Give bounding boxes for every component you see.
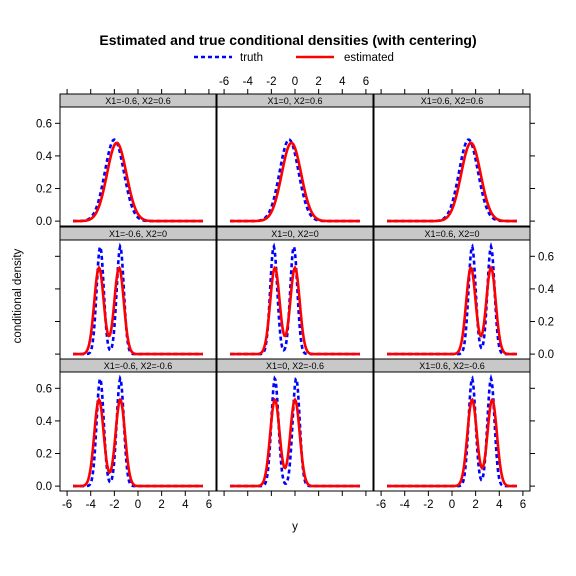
- panel-strip-label: X1=-0.6, X2=-0.6: [104, 361, 173, 371]
- x-tick-label-top: 2: [315, 76, 321, 88]
- panel-strip-label: X1=0, X2=0: [271, 229, 319, 239]
- x-tick-label-bottom: 2: [472, 499, 478, 511]
- panel-strip-label: X1=-0.6, X2=0.6: [105, 96, 171, 106]
- x-tick-label-bottom: -4: [400, 499, 411, 511]
- y-tick-label-left: 0.2: [36, 449, 52, 461]
- estimated-density-line: [230, 141, 360, 223]
- y-tick-label-left: 0.6: [36, 118, 52, 130]
- panel-border: [373, 239, 531, 360]
- panel-2: X1=0, X2=0.6 -6 -4 -2 0 2 4 6: [216, 76, 374, 227]
- panel-strip-label: X1=0.6, X2=-0.6: [419, 361, 485, 371]
- x-tick-label-bottom: -2: [423, 499, 433, 511]
- panel-strip-label: X1=0.6, X2=0.6: [421, 96, 484, 106]
- x-tick-label-top: -4: [243, 76, 254, 88]
- x-tick-label-bottom: 0: [449, 499, 455, 511]
- x-tick-label-bottom: -2: [109, 499, 119, 511]
- y-tick-label-left: 0.6: [36, 383, 52, 395]
- panel-strip-label: X1=0, X2=-0.6: [266, 361, 324, 371]
- estimated-density-line: [387, 265, 517, 356]
- truth-density-line: [73, 374, 203, 488]
- estimated-density-line: [73, 265, 203, 356]
- panel-6: X1=0.6, X2=0 0.0 0.2 0.4 0.6: [373, 226, 555, 361]
- estimated-density-line: [230, 265, 360, 356]
- estimated-density-line: [387, 397, 517, 488]
- x-tick-label-top: 6: [363, 76, 369, 88]
- panel-border: [59, 371, 217, 492]
- x-tick-label-top: 0: [292, 76, 298, 88]
- panel-8: X1=0, X2=-0.6: [216, 358, 374, 496]
- panel-border: [373, 371, 531, 492]
- x-tick-label-bottom: -4: [86, 499, 97, 511]
- legend-estimated-label: estimated: [344, 52, 394, 64]
- panel-strip-label: X1=-0.6, X2=0: [109, 229, 167, 239]
- panel-strip-label: X1=0, X2=0.6: [267, 96, 322, 106]
- panel-border: [216, 371, 374, 492]
- estimated-density-line: [230, 397, 360, 488]
- y-tick-label-left: 0.0: [36, 481, 52, 493]
- panel-border: [216, 106, 374, 227]
- truth-density-line: [230, 242, 360, 356]
- x-tick-label-bottom: -6: [376, 499, 386, 511]
- y-tick-label-right: 0.6: [538, 251, 554, 263]
- x-tick-label-bottom: 0: [135, 499, 141, 511]
- y-tick-label-left: 0.4: [36, 151, 53, 163]
- x-tick-label-top: 4: [339, 76, 346, 88]
- estimated-density-line: [73, 141, 203, 223]
- x-tick-label-bottom: 4: [182, 499, 189, 511]
- x-tick-label-top: -2: [266, 76, 276, 88]
- legend: truth estimated: [194, 52, 394, 64]
- x-tick-label-bottom: 6: [520, 499, 526, 511]
- truth-density-line: [230, 375, 360, 488]
- truth-density-line: [73, 138, 203, 223]
- panel-border: [373, 106, 531, 227]
- y-tick-label-left: 0.2: [36, 184, 52, 196]
- panel-3: X1=0.6, X2=0.6: [373, 89, 535, 227]
- x-tick-label-top: -6: [219, 76, 229, 88]
- panel-1: X1=-0.6, X2=0.6 0.0 0.2 0.4 0.6: [36, 89, 217, 228]
- y-tick-label-left: 0.0: [36, 216, 52, 228]
- panel-strip-label: X1=0.6, X2=0: [424, 229, 479, 239]
- panel-4: X1=-0.6, X2=0: [55, 226, 217, 360]
- x-tick-label-bottom: 2: [158, 499, 164, 511]
- y-tick-label-left: 0.4: [36, 416, 53, 428]
- truth-density-line: [387, 241, 517, 356]
- y-axis-label: conditional density: [12, 248, 24, 343]
- x-tick-label-bottom: 4: [496, 499, 503, 511]
- truth-density-line: [73, 242, 203, 356]
- chart-title: Estimated and true conditional densities…: [99, 32, 476, 48]
- panel-7: X1=-0.6, X2=-0.6 -6 -4 -2 0 2 4 6 0.0 0.2 0.4 0.6: [36, 358, 217, 511]
- panel-9: X1=0.6, X2=-0.6 -6 -4 -2 0 2 4 6: [373, 358, 535, 511]
- panel-border: [59, 106, 217, 227]
- panel-border: [59, 239, 217, 360]
- panel-grid: X1=-0.6, X2=0.6 0.0 0.2 0.4 0.6 X1=0, X2=0.6 -…: [36, 76, 555, 511]
- estimated-density-line: [387, 141, 517, 223]
- x-axis-label: y: [292, 521, 298, 533]
- x-tick-label-bottom: 6: [206, 499, 212, 511]
- y-tick-label-right: 0.4: [538, 284, 555, 296]
- x-tick-label-bottom: -6: [62, 499, 72, 511]
- legend-truth-label: truth: [240, 52, 263, 64]
- estimated-density-line: [73, 397, 203, 488]
- y-tick-label-right: 0.0: [538, 349, 554, 361]
- y-tick-label-right: 0.2: [538, 317, 554, 329]
- panel-5: X1=0, X2=0: [216, 226, 374, 360]
